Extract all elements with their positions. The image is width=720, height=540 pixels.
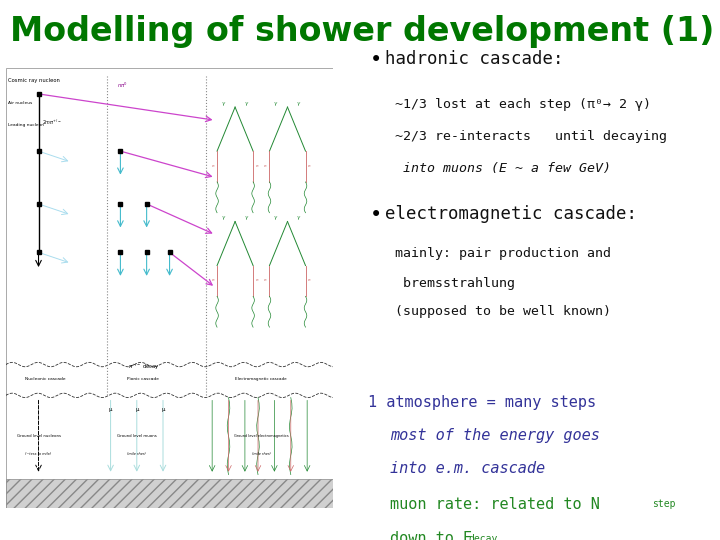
Text: Pionic cascade: Pionic cascade: [127, 377, 159, 381]
Text: (~tess to mile): (~tess to mile): [25, 452, 52, 456]
Text: μ: μ: [109, 407, 112, 412]
Text: (mile rher): (mile rher): [127, 452, 146, 456]
Text: $\gamma$: $\gamma$: [274, 214, 279, 222]
Text: (supposed to be well known): (supposed to be well known): [395, 305, 611, 318]
Text: $\gamma$: $\gamma$: [244, 100, 249, 108]
Text: $\gamma$: $\gamma$: [297, 100, 302, 108]
Text: bremsstrahlung: bremsstrahlung: [395, 277, 515, 290]
Text: e: e: [264, 278, 267, 282]
Text: e: e: [308, 164, 311, 167]
Text: 1 atmosphere = many steps: 1 atmosphere = many steps: [368, 395, 596, 410]
Text: decay: decay: [468, 534, 498, 540]
Text: ~2/3 re-interacts   until decaying: ~2/3 re-interacts until decaying: [395, 130, 667, 143]
Text: Ground level nucleons: Ground level nucleons: [17, 434, 60, 438]
Text: step: step: [652, 499, 675, 509]
Text: •: •: [370, 50, 382, 70]
Text: Air nucleus: Air nucleus: [9, 101, 32, 105]
Text: Ground level muons: Ground level muons: [117, 434, 157, 438]
Text: e: e: [256, 164, 258, 167]
Text: μ: μ: [135, 407, 138, 412]
Text: Electromagnetic cascade: Electromagnetic cascade: [235, 377, 287, 381]
Text: •: •: [370, 205, 382, 225]
Text: muon rate: related to N: muon rate: related to N: [390, 497, 600, 512]
Text: $n\pi^0$: $n\pi^0$: [117, 80, 128, 90]
Text: Ground level electromagnetics: Ground level electromagnetics: [234, 434, 289, 438]
Text: into e.m. cascade: into e.m. cascade: [390, 461, 545, 476]
Text: ~1/3 lost at each step (π⁰→ 2 γ): ~1/3 lost at each step (π⁰→ 2 γ): [395, 98, 651, 111]
Text: e: e: [264, 164, 267, 167]
Text: e: e: [212, 278, 215, 282]
Text: (mile rher): (mile rher): [252, 452, 271, 456]
Text: Cosmic ray nucleon: Cosmic ray nucleon: [9, 78, 60, 83]
Text: mainly: pair production and: mainly: pair production and: [395, 247, 611, 260]
Text: e: e: [256, 278, 258, 282]
Text: $\gamma$: $\gamma$: [274, 100, 279, 108]
Bar: [6, 479, 333, 508]
Text: hadronic cascade:: hadronic cascade:: [385, 50, 564, 68]
Text: electromagnetic cascade:: electromagnetic cascade:: [385, 205, 637, 223]
Text: $2m\pi^{+/-}$: $2m\pi^{+/-}$: [42, 118, 62, 127]
Text: into muons (E ~ a few GeV): into muons (E ~ a few GeV): [403, 162, 611, 175]
Text: $\gamma$: $\gamma$: [221, 214, 226, 222]
Text: Leading nucleon: Leading nucleon: [9, 123, 45, 127]
Text: e: e: [308, 278, 311, 282]
Text: μ: μ: [161, 407, 165, 412]
Text: down to E: down to E: [390, 531, 472, 540]
Text: Modelling of shower development (1): Modelling of shower development (1): [10, 15, 714, 48]
Text: e: e: [212, 164, 215, 167]
Text: Nucleonic cascade: Nucleonic cascade: [24, 377, 66, 381]
Text: $\gamma$: $\gamma$: [221, 100, 226, 108]
Text: $\gamma$: $\gamma$: [244, 214, 249, 222]
Text: $\pi^{+/-}$ decay: $\pi^{+/-}$ decay: [127, 362, 159, 372]
Text: $\gamma$: $\gamma$: [297, 214, 302, 222]
Text: most of the energy goes: most of the energy goes: [390, 428, 600, 443]
